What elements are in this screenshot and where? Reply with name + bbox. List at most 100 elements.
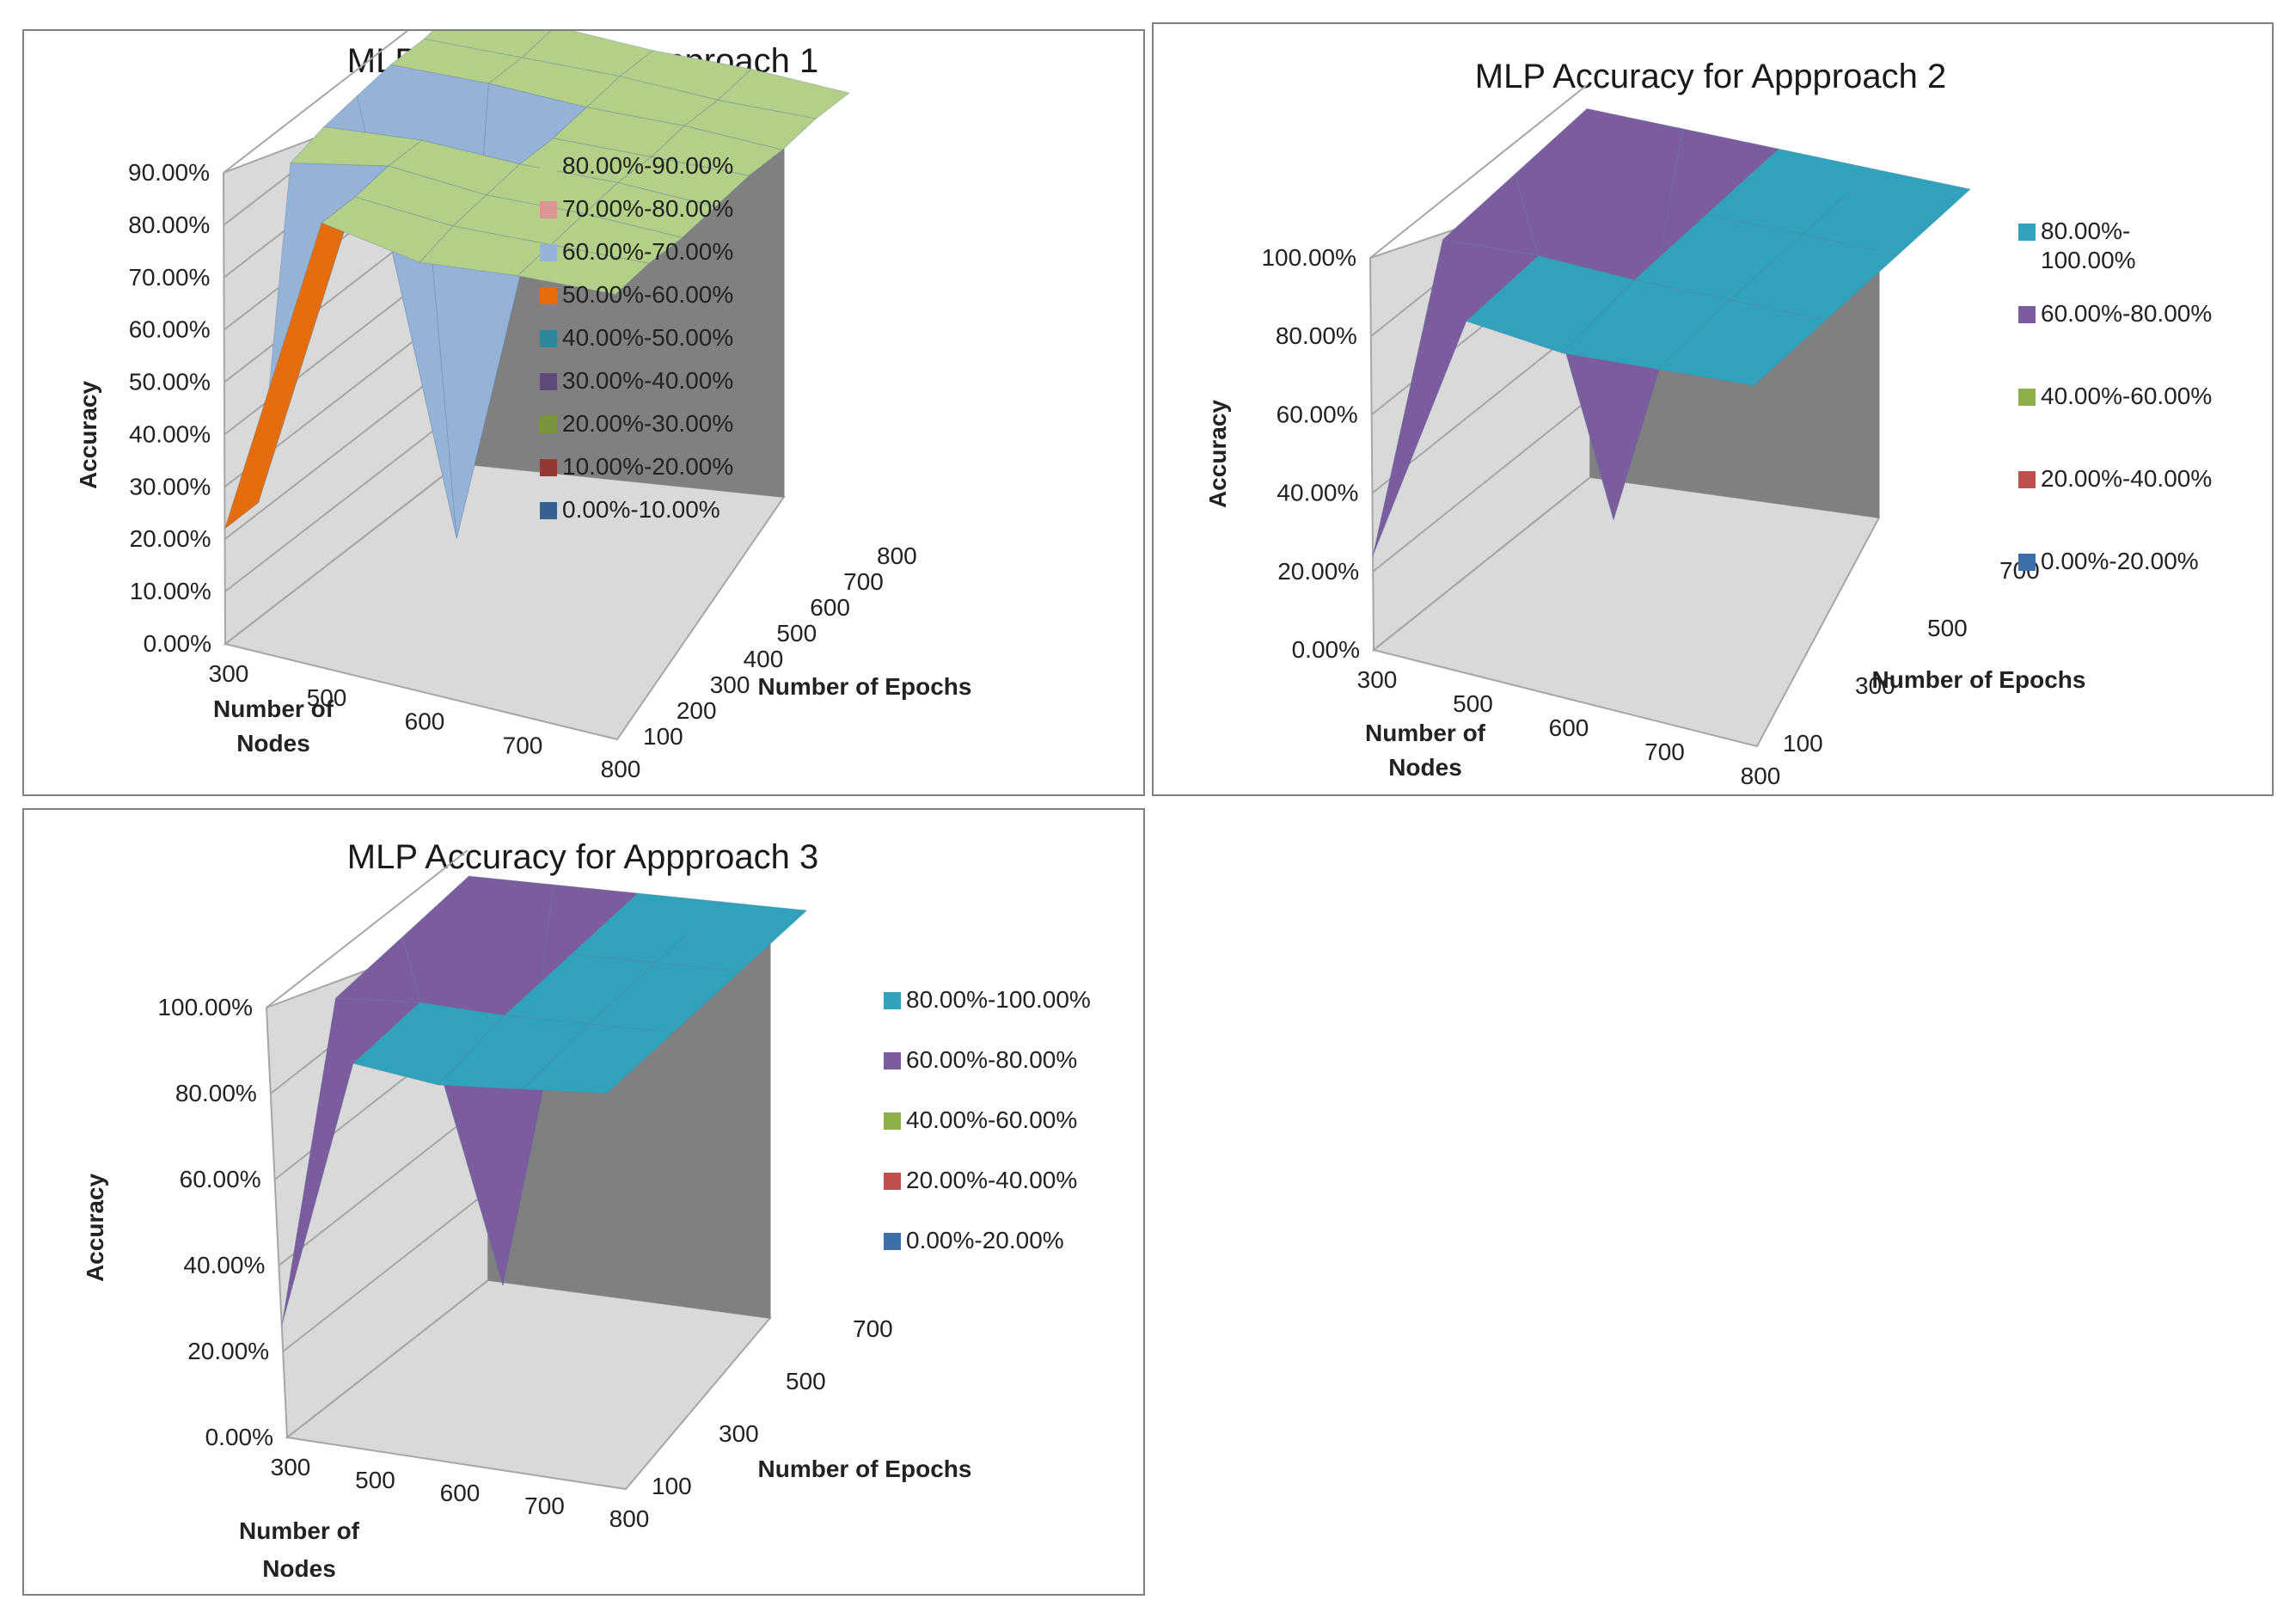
z-axis-label: Accuracy <box>82 1174 108 1283</box>
z-tick-label: 60.00% <box>1277 401 1358 427</box>
z-gridline <box>223 31 409 174</box>
x-axis-label-line1: Number of <box>239 1517 360 1544</box>
z-tick-label: 40.00% <box>183 1252 265 1278</box>
surface-cell <box>1729 234 1900 321</box>
surface-cell <box>549 213 683 264</box>
z-tick-label: 40.00% <box>129 420 211 447</box>
x-axis-label-line1: Number of <box>213 696 334 722</box>
legend-swatch <box>2018 554 2036 571</box>
z-axis-ticks: 0.00% 20.00% 40.00% 60.00% 80.00% 100.00% <box>1261 244 1360 663</box>
z-gridline <box>224 463 460 645</box>
y-tick-label: 200 <box>677 697 717 724</box>
legend-label: 80.00%-90.00% <box>562 152 733 179</box>
chart-title: MLP Accuracy for Appproach 3 <box>347 838 818 876</box>
legend-label-cont: 100.00% <box>2041 247 2136 273</box>
z-tick-label: 80.00% <box>175 1080 257 1106</box>
y-tick-label: 500 <box>1927 615 1968 641</box>
z-gridline <box>224 410 460 592</box>
x-tick-label: 300 <box>209 660 249 687</box>
surface <box>281 875 808 1327</box>
z-tick-label: 0.00% <box>1292 636 1360 663</box>
z-tick-label: 10.00% <box>130 578 211 604</box>
x-tick-label: 300 <box>271 1454 311 1480</box>
surface-cell <box>650 125 784 176</box>
legend-swatch <box>2018 389 2036 406</box>
z-tick-label: 30.00% <box>129 473 211 499</box>
legend-swatch <box>540 416 557 433</box>
surface <box>1372 107 1972 556</box>
y-tick-label: 400 <box>744 646 784 672</box>
legend-swatch <box>540 201 557 218</box>
z-tick-label: 60.00% <box>129 316 211 343</box>
x-tick-label: 300 <box>1357 666 1398 693</box>
x-axis-label-line2: Nodes <box>236 730 310 757</box>
legend: 80.00%-100.00%60.00%-80.00%40.00%-60.00%… <box>2018 218 2212 574</box>
legend-swatch <box>540 502 557 519</box>
z-tick-label: 70.00% <box>128 264 210 291</box>
y-tick-label: 100 <box>643 723 683 750</box>
y-axis-label: Number of Epochs <box>758 1456 972 1482</box>
y-tick-label: 300 <box>1855 672 1895 699</box>
x-tick-label: 700 <box>503 732 543 758</box>
legend-label: 60.00%-70.00% <box>562 238 733 265</box>
x-tick-label: 800 <box>609 1505 650 1532</box>
chart-panel-approach-3: MLP Accuracy for Appproach 3 0.00% 20.00%… <box>22 808 1145 1596</box>
x-axis-ticks: 300 500 600 700 800 <box>209 660 641 782</box>
legend-label: 20.00%-30.00% <box>562 410 733 437</box>
z-tick-label: 80.00% <box>1276 322 1357 349</box>
x-axis-label-line2: Nodes <box>262 1555 336 1582</box>
y-tick-label: 500 <box>776 620 817 647</box>
x-tick-label: 500 <box>355 1467 395 1493</box>
y-tick-label: 500 <box>786 1368 826 1394</box>
legend-label: 60.00%-80.00% <box>2041 300 2212 327</box>
legend-swatch <box>2018 224 2036 241</box>
z-tick-label: 50.00% <box>129 369 211 395</box>
gridlines <box>266 849 489 1438</box>
x-tick-label: 500 <box>1453 690 1493 717</box>
chart-panel-approach-1: MLP Accuracy for Appproach 1 0.00%10.00%… <box>22 29 1145 796</box>
chart-approach-3: MLP Accuracy for Appproach 3 0.00% 20.00%… <box>82 838 1091 1582</box>
y-tick-label: 300 <box>710 671 750 698</box>
z-gridline <box>1372 398 1590 573</box>
legend-label: 40.00%-60.00% <box>2041 383 2212 409</box>
z-gridline <box>266 849 468 1008</box>
y-axis-label: Number of Epochs <box>758 673 972 700</box>
z-tick-label: 20.00% <box>187 1338 269 1364</box>
z-tick-label: 60.00% <box>180 1166 261 1192</box>
legend-label: 40.00%-60.00% <box>906 1106 1077 1133</box>
x-tick-label: 700 <box>524 1492 565 1519</box>
x-tick-label: 600 <box>1549 714 1589 741</box>
legend-swatch <box>884 1052 901 1069</box>
z-tick-label: 0.00% <box>144 630 211 657</box>
z-tick-label: 0.00% <box>205 1424 273 1450</box>
z-gridline <box>1373 476 1591 651</box>
legend-label: 20.00%-40.00% <box>906 1167 1077 1193</box>
z-tick-label: 90.00% <box>128 159 210 186</box>
y-tick-label: 100 <box>1783 730 1823 757</box>
legend: 80.00%-100.00%60.00%-80.00%40.00%-60.00%… <box>884 986 1091 1253</box>
z-tick-label: 100.00% <box>157 994 253 1020</box>
x-tick-label: 700 <box>1644 739 1685 765</box>
z-tick-label: 100.00% <box>1261 244 1356 271</box>
legend-label: 70.00%-80.00% <box>562 195 733 222</box>
surface-cell <box>1656 299 1828 387</box>
legend-label: 0.00%-10.00% <box>562 496 720 523</box>
y-tick-label: 100 <box>652 1473 692 1499</box>
z-axis-ticks: 0.00% 20.00% 40.00% 60.00% 80.00% 100.00% <box>157 994 273 1450</box>
chart-approach-1: MLP Accuracy for Appproach 1 0.00%10.00%… <box>75 31 972 782</box>
legend: 80.00%-90.00% 70.00%-80.00% 60.00%-70.00% 5… <box>540 152 733 523</box>
legend-swatch <box>540 373 557 390</box>
z-tick-label: 80.00% <box>128 211 210 238</box>
y-axis-label: Number of Epochs <box>1872 666 2086 693</box>
legend-label: 30.00%-40.00% <box>562 367 733 394</box>
legend-swatch <box>884 1112 901 1130</box>
x-tick-label: 500 <box>307 684 347 711</box>
legend-label: 0.00%-20.00% <box>2041 548 2199 574</box>
x-tick-label: 600 <box>440 1480 481 1506</box>
y-axis-ticks: 100 300 500 700 <box>652 1315 893 1499</box>
chart-panel-approach-2: MLP Accuracy for Appproach 2 0.00% 20.00%… <box>1152 22 2274 796</box>
y-tick-label: 300 <box>719 1420 759 1447</box>
legend-swatch <box>540 330 557 347</box>
legend-label: 80.00%-100.00% <box>906 986 1091 1013</box>
